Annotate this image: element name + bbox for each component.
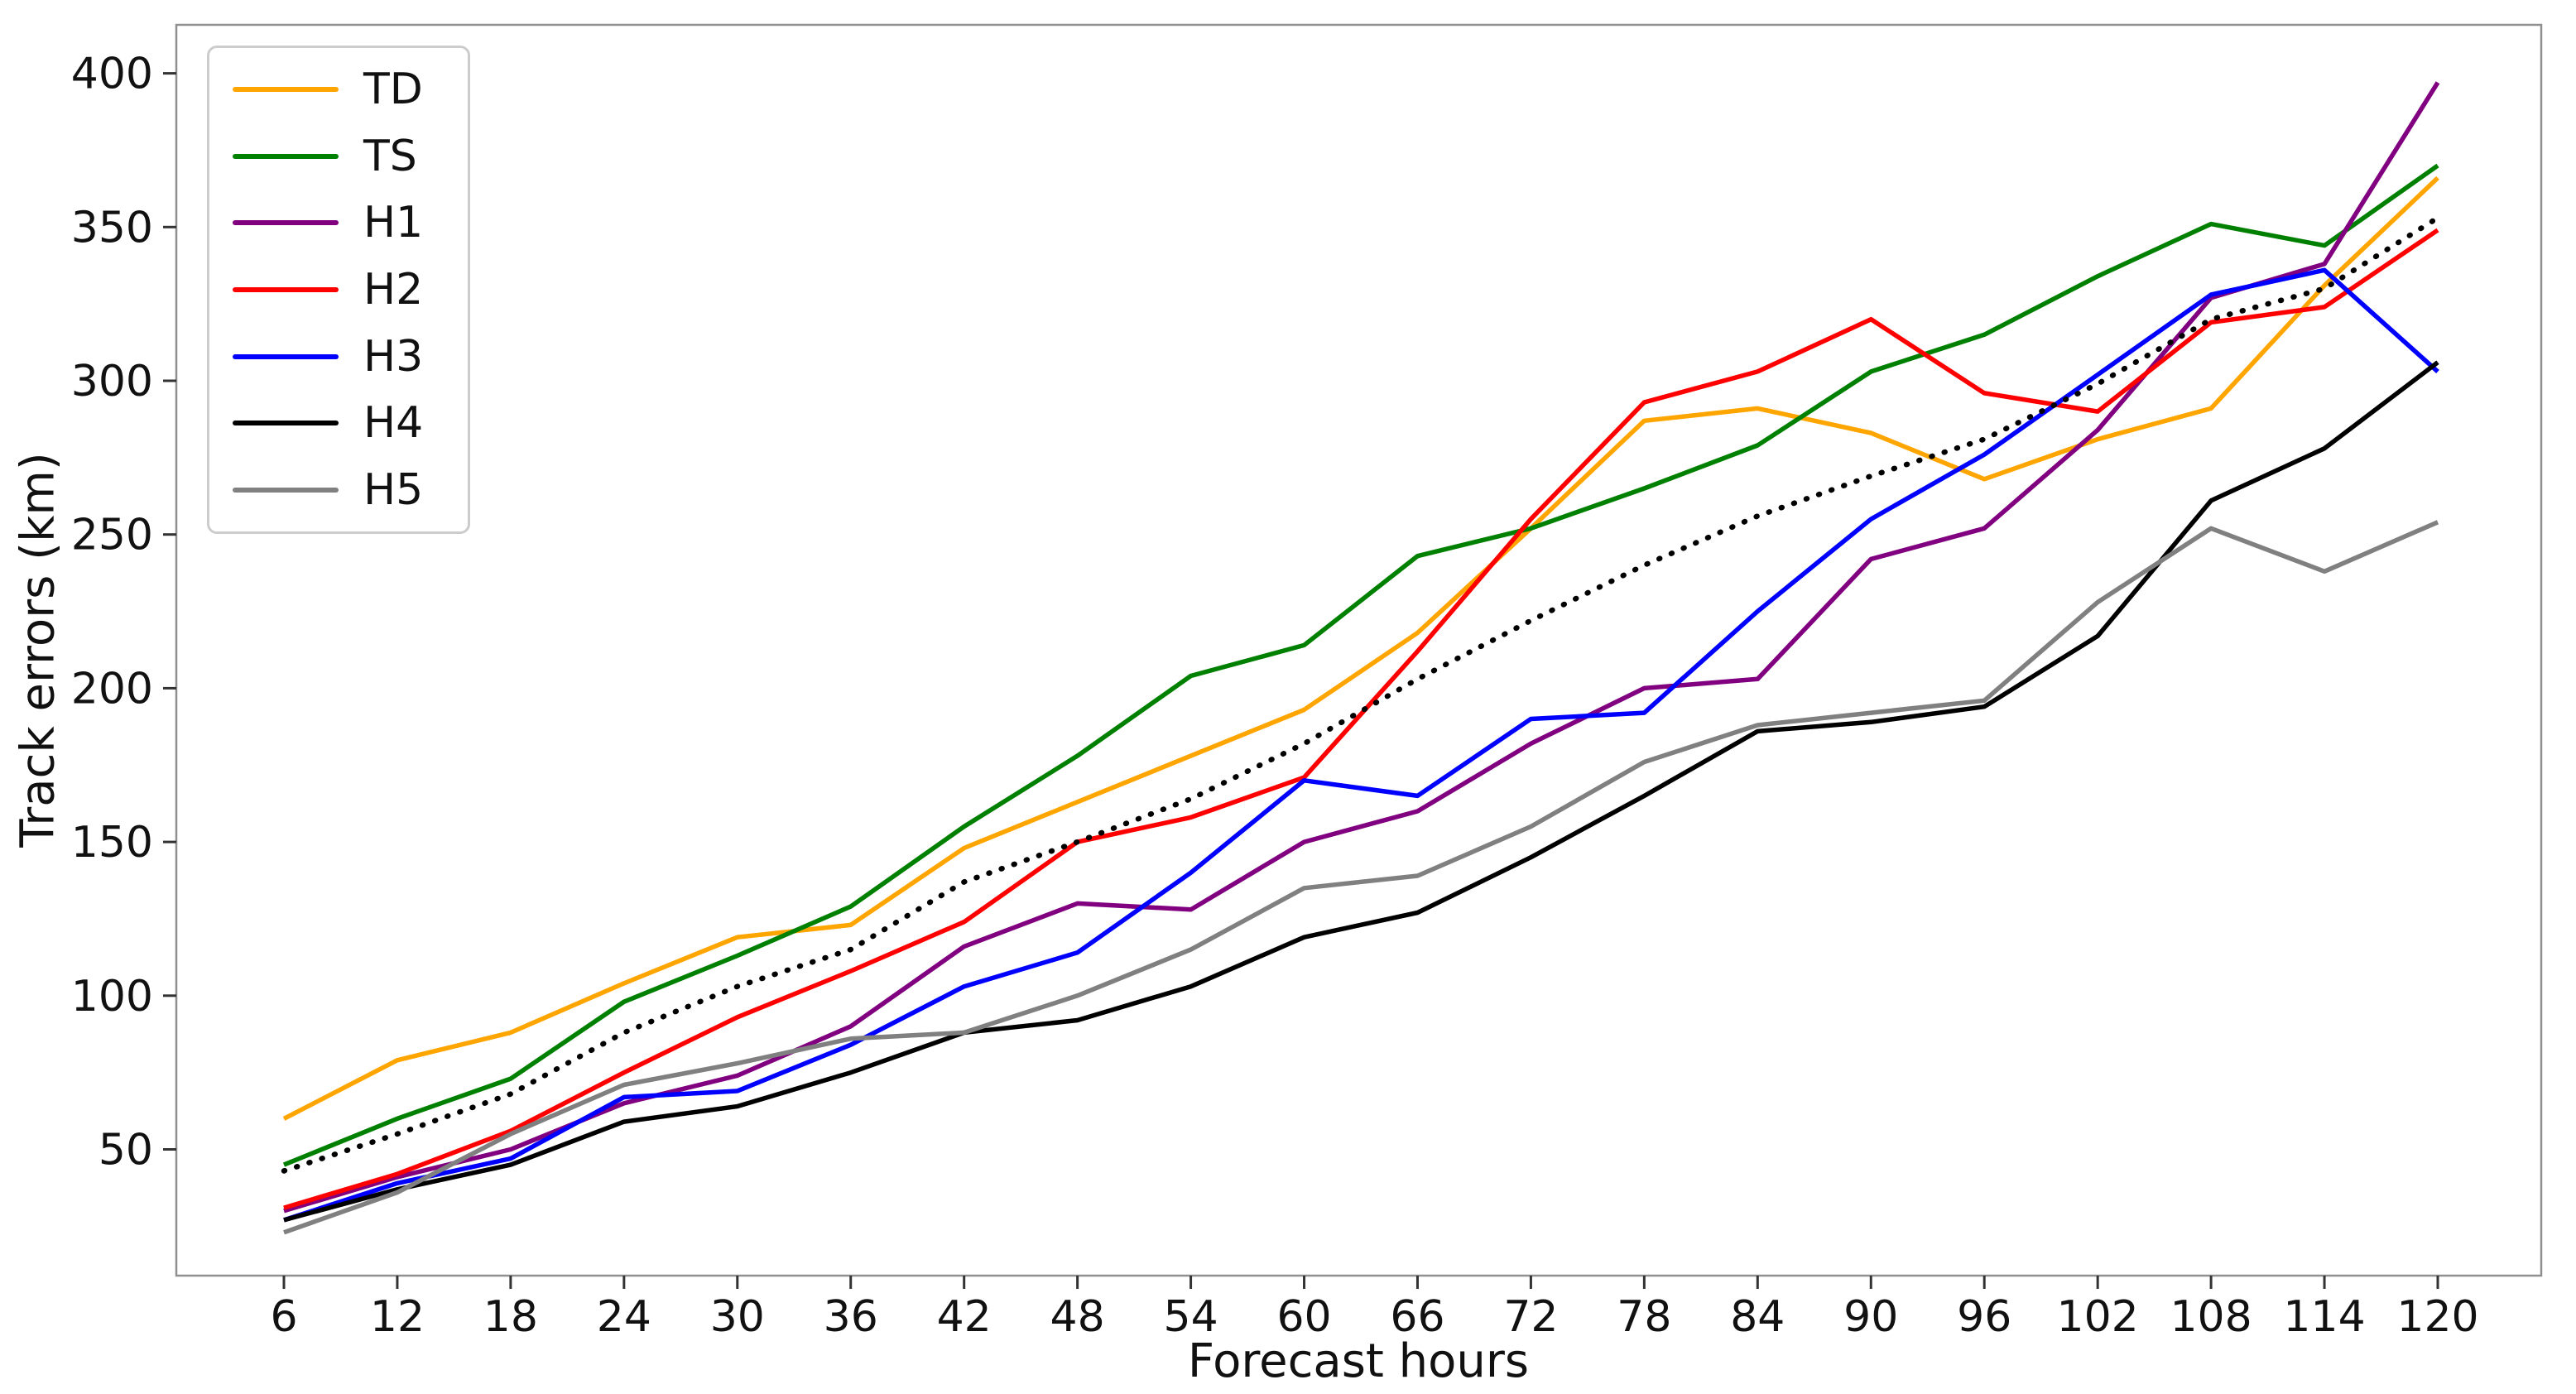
series-line-H3 (283, 267, 2439, 1223)
y-tick-label: 100 (71, 972, 153, 1021)
x-tick-label: 60 (1276, 1292, 1331, 1342)
legend-label-H2: H2 (363, 264, 424, 315)
x-tick-label: 30 (710, 1292, 765, 1342)
legend-label-H5: H5 (363, 464, 424, 515)
x-tick-label: 48 (1050, 1292, 1105, 1342)
x-tick-label: 42 (937, 1292, 992, 1342)
legend-swatch-TD (233, 87, 339, 93)
series-line-mean (281, 214, 2441, 1174)
series-line-TD (282, 175, 2439, 1121)
legend-item-H4: H4 (209, 401, 468, 445)
x-tick-label: 108 (2170, 1292, 2252, 1342)
x-tick-label: 12 (370, 1292, 425, 1342)
x-tick-label: 72 (1503, 1292, 1558, 1342)
x-tick-label: 102 (2057, 1292, 2139, 1342)
x-tick-label: 120 (2396, 1292, 2478, 1342)
y-tick-label: 150 (71, 818, 153, 868)
series-line-H1 (283, 81, 2440, 1214)
x-tick-label: 66 (1390, 1292, 1444, 1342)
x-tick-label: 18 (483, 1292, 538, 1342)
legend: TD TS H1 H2 H3 H4 H5 (207, 46, 470, 534)
legend-item-TD: TD (209, 68, 468, 111)
x-axis-title: Forecast hours (1187, 1334, 1530, 1388)
legend-item-H1: H1 (209, 201, 468, 244)
x-tick-label: 36 (824, 1292, 878, 1342)
legend-swatch-H4 (233, 421, 339, 426)
legend-item-H2: H2 (209, 268, 468, 311)
x-tick-label: 78 (1617, 1292, 1671, 1342)
legend-item-H5: H5 (209, 469, 468, 512)
y-tick-label: 250 (71, 511, 153, 560)
legend-swatch-H5 (233, 487, 339, 493)
x-tick-label: 114 (2283, 1292, 2365, 1342)
legend-swatch-H2 (233, 286, 339, 292)
y-tick-label: 200 (71, 664, 153, 714)
legend-swatch-TS (233, 153, 339, 159)
series-line-H2 (283, 228, 2439, 1210)
x-tick-label: 6 (270, 1292, 297, 1342)
x-tick-label: 84 (1730, 1292, 1785, 1342)
x-tick-label: 24 (597, 1292, 651, 1342)
legend-swatch-H3 (233, 353, 339, 359)
y-axis-title: Track errors (km) (11, 452, 65, 848)
x-tick-label: 54 (1163, 1292, 1218, 1342)
y-tick-label: 300 (71, 357, 153, 406)
plot-frame (175, 23, 2543, 1277)
series-line-H5 (283, 520, 2439, 1235)
legend-item-TS: TS (209, 135, 468, 178)
legend-label-H1: H1 (363, 198, 424, 248)
legend-label-H3: H3 (363, 331, 424, 382)
y-tick-label: 50 (99, 1126, 153, 1175)
series-line-H4 (283, 360, 2439, 1223)
x-tick-label: 96 (1957, 1292, 2011, 1342)
y-tick-label: 400 (71, 50, 153, 99)
legend-item-H3: H3 (209, 335, 468, 378)
legend-label-TD: TD (363, 65, 423, 115)
y-tick-label: 350 (71, 203, 153, 252)
x-tick-label: 90 (1843, 1292, 1898, 1342)
legend-swatch-H1 (233, 220, 339, 226)
legend-label-TS: TS (363, 131, 417, 181)
series-line-TS (282, 163, 2439, 1167)
legend-label-H4: H4 (363, 398, 424, 449)
